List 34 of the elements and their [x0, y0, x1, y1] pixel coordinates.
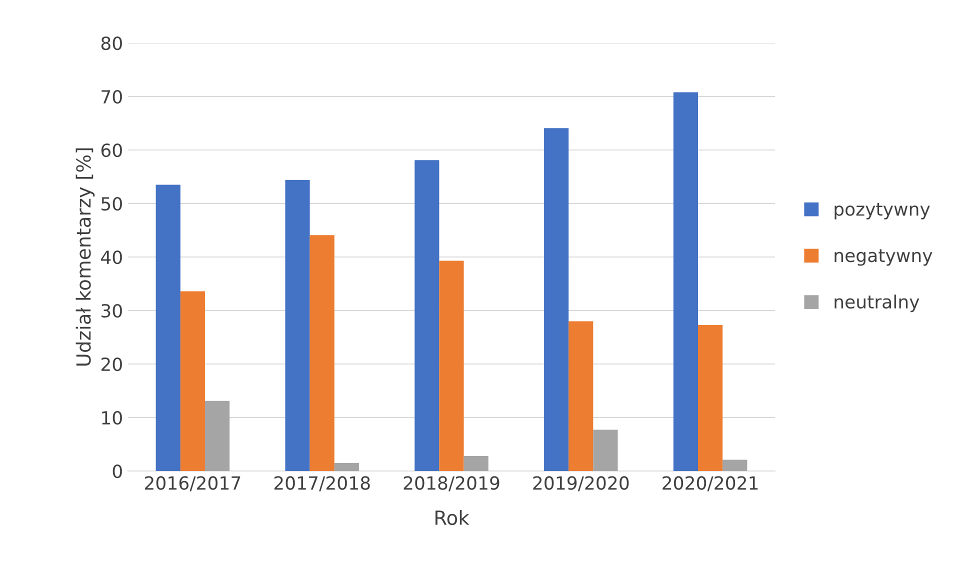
- legend-label: pozytywny: [834, 202, 930, 220]
- x-tick-label: 2018/2019: [404, 476, 500, 492]
- bar: [568, 321, 594, 471]
- y-tick-label: 10: [102, 410, 122, 425]
- legend-label: negatywny: [834, 249, 932, 266]
- bar: [722, 460, 748, 471]
- y-tick-label: 60: [101, 143, 122, 158]
- y-tick-label: 70: [102, 90, 122, 104]
- x-tick-label: 2019/2020: [533, 476, 629, 492]
- bar: [673, 92, 698, 471]
- y-tick-label: 40: [101, 250, 122, 264]
- y-tick-label: 80: [101, 36, 122, 50]
- bar: [180, 291, 205, 471]
- x-tick-label: 2016/2017: [145, 476, 240, 492]
- y-tick-label: 30: [102, 304, 122, 318]
- bar: [593, 430, 618, 471]
- y-tick-label: 20: [101, 357, 122, 372]
- bar: [439, 260, 464, 471]
- x-tick-label: 2020/2021: [662, 476, 758, 492]
- bar: [544, 128, 569, 471]
- bar: [464, 456, 488, 471]
- bar: [156, 184, 180, 471]
- x-axis-title: Rok: [436, 510, 470, 526]
- bar: [204, 400, 230, 471]
- bar: [334, 462, 359, 471]
- bar: [285, 180, 310, 471]
- bar: [414, 160, 440, 471]
- bar: [698, 324, 723, 471]
- y-axis-title: Udział komentarzy [%]: [76, 148, 95, 366]
- y-tick-label: 0: [112, 464, 122, 478]
- x-tick-label: 2017/2018: [274, 476, 370, 492]
- legend-label: neutralny: [834, 294, 920, 312]
- bar: [310, 235, 334, 471]
- y-tick-label: 50: [102, 196, 122, 211]
